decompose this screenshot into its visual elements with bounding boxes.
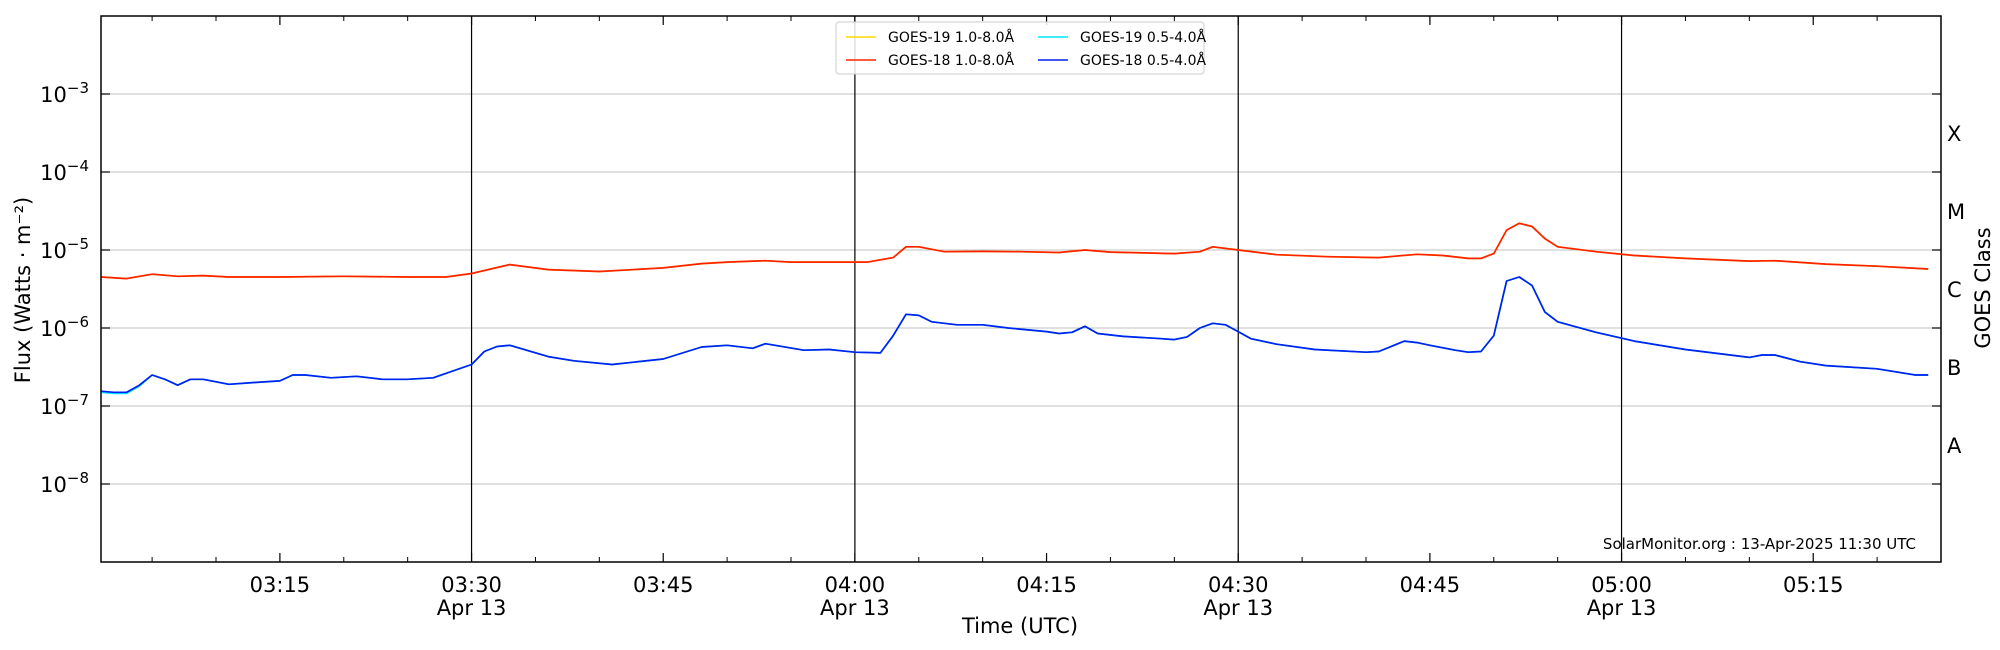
series-line-1 bbox=[100, 222, 1929, 280]
legend-label: GOES-19 1.0-8.0Å bbox=[888, 29, 1014, 46]
y-tick-label: 10−5 bbox=[40, 235, 89, 263]
legend: GOES-19 1.0-8.0Å GOES-19 0.5-4.0Å GOES-18 … bbox=[835, 21, 1206, 75]
x-tick-label: 03:45 bbox=[633, 573, 694, 597]
x-tick-label: 04:00 bbox=[825, 573, 886, 597]
y-tick-label: 10−4 bbox=[40, 157, 89, 185]
watermark-annotation: SolarMonitor.org : 13-Apr-2025 11:30 UTC bbox=[1603, 535, 1916, 553]
grid-layer bbox=[101, 93, 1941, 485]
x-tick-label: 05:15 bbox=[1783, 573, 1844, 597]
goes-class-label: C bbox=[1947, 278, 1962, 302]
y-tick-label: 10−6 bbox=[40, 313, 89, 341]
tick-layer bbox=[101, 16, 1942, 562]
x-tick-label: 03:15 bbox=[250, 573, 311, 597]
series-layer bbox=[100, 222, 1929, 395]
x-tick-label: 05:00 bbox=[1591, 573, 1652, 597]
goes-class-label: B bbox=[1947, 356, 1961, 380]
x-tick-sublabel: Apr 13 bbox=[1587, 596, 1657, 620]
x-axis-title: Time (UTC) bbox=[961, 614, 1078, 638]
plot-frame bbox=[100, 15, 1942, 563]
goes-class-label: X bbox=[1947, 122, 1961, 146]
x-tick-label: 04:30 bbox=[1208, 573, 1269, 597]
y-tick-label: 10−8 bbox=[40, 469, 89, 497]
x-tick-label: 04:15 bbox=[1016, 573, 1077, 597]
legend-label: GOES-18 1.0-8.0Å bbox=[888, 52, 1014, 69]
x-tick-label: 03:30 bbox=[441, 573, 502, 597]
x-tick-label: 04:45 bbox=[1400, 573, 1461, 597]
goes-class-label: M bbox=[1947, 200, 1965, 224]
legend-box bbox=[835, 21, 1205, 75]
x-tick-sublabel: Apr 13 bbox=[1203, 596, 1273, 620]
vline-layer bbox=[470, 16, 1623, 562]
y-tick-label: 10−7 bbox=[40, 391, 89, 419]
legend-label: GOES-19 0.5-4.0Å bbox=[1080, 29, 1206, 46]
x-tick-sublabel: Apr 13 bbox=[820, 596, 890, 620]
x-tick-sublabel: Apr 13 bbox=[437, 596, 507, 620]
legend-label: GOES-18 0.5-4.0Å bbox=[1080, 52, 1206, 69]
goes-class-label: A bbox=[1947, 434, 1962, 458]
y-tick-label: 10−3 bbox=[40, 79, 89, 107]
series-line-3 bbox=[100, 276, 1929, 394]
y-axis-title: Flux (Watts · m⁻²) bbox=[11, 197, 35, 383]
y-axis-title-right: GOES Class bbox=[1971, 227, 1995, 348]
plot-background bbox=[101, 16, 1941, 562]
